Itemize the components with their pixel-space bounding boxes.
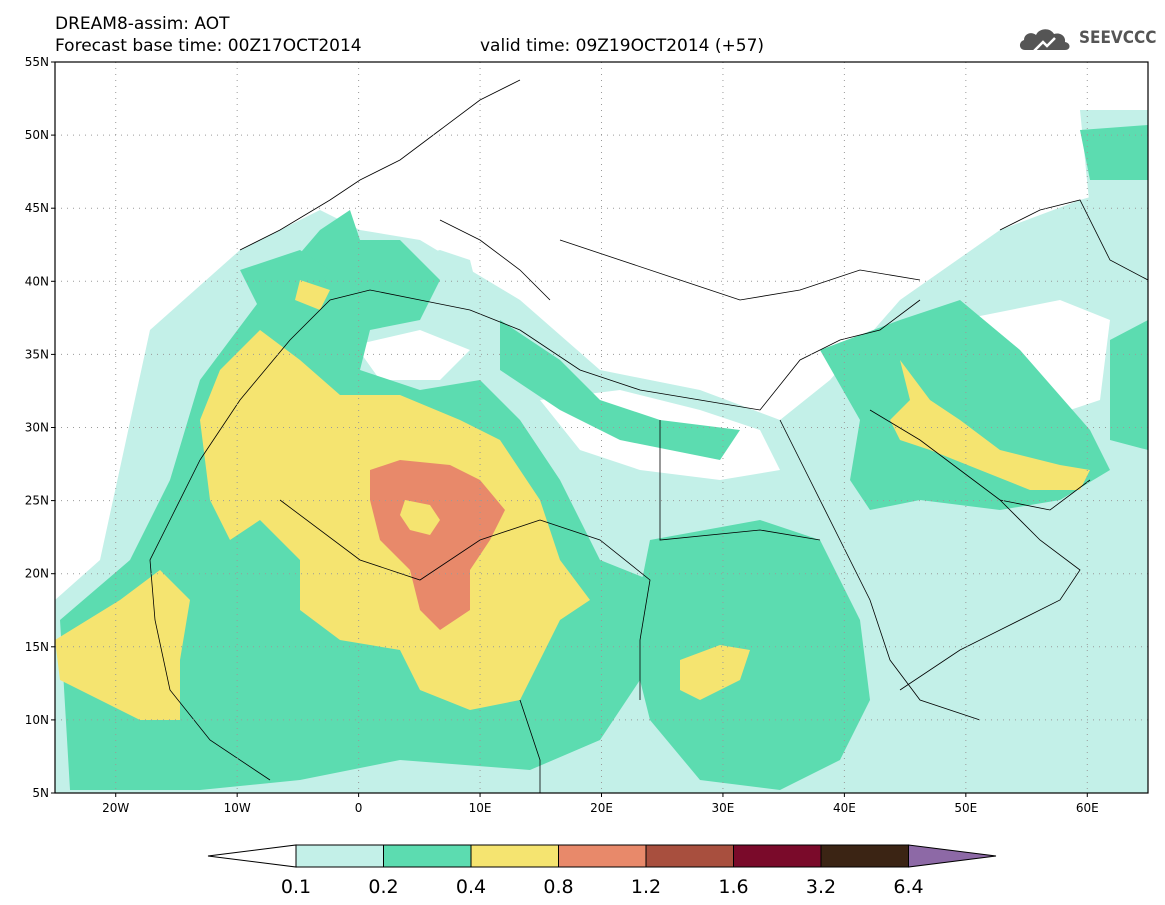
cloud-icon [1019, 29, 1070, 53]
lat-label: 20N [25, 567, 49, 581]
aot-level-0.8 [370, 460, 505, 630]
forecast-time-line: Forecast base time: 00Z17OCT2014 valid ti… [55, 36, 764, 56]
colorbar-label: 0.1 [281, 876, 311, 898]
lat-label: 15N [25, 640, 49, 654]
colorbar-label: 0.4 [456, 876, 486, 898]
lat-label: 45N [25, 201, 49, 215]
lon-label: 30E [712, 801, 735, 815]
lon-label: 20W [102, 801, 129, 815]
lat-label: 35N [25, 347, 49, 361]
colorbar-segment [733, 844, 822, 868]
colorbar-label: 1.2 [631, 876, 661, 898]
colorbar-label: 6.4 [893, 876, 923, 898]
colorbar-segment [645, 844, 734, 868]
coastlines [149, 79, 1148, 793]
lat-label: 10N [25, 713, 49, 727]
colorbar-segment [558, 844, 647, 868]
lon-label: 10W [224, 801, 251, 815]
lon-label: 50E [954, 801, 977, 815]
colorbar: 0.1 0.2 0.4 0.8 1.2 1.6 3.2 6.4 [207, 844, 997, 898]
lat-label: 5N [32, 786, 49, 800]
colorbar-label: 0.2 [368, 876, 398, 898]
colorbar-label: 1.6 [718, 876, 748, 898]
lat-label: 55N [25, 55, 49, 69]
lon-label: 20E [590, 801, 613, 815]
colorbar-segment [295, 844, 384, 868]
colorbar-segment [470, 844, 559, 868]
logo-text: SEEVCCC [1079, 28, 1157, 48]
lon-label: 0 [355, 801, 363, 815]
colorbar-segment [383, 844, 472, 868]
seevccc-logo: SEEVCCC [1017, 24, 1157, 56]
map-title: DREAM8-assim: AOT [55, 14, 230, 34]
lat-label: 40N [25, 274, 49, 288]
graticule [55, 62, 1148, 793]
valid-time: valid time: 09Z19OCT2014 (+57) [480, 36, 765, 56]
lat-label: 25N [25, 494, 49, 508]
colorbar-label: 3.2 [806, 876, 836, 898]
colorbar-label: 0.8 [543, 876, 573, 898]
lat-label: 30N [25, 421, 49, 435]
lon-label: 10E [469, 801, 492, 815]
axis-ticks: 55N 50N 45N 40N 35N 30N 25N 20N 15N 10N 5N 20W 10W 0 1… [25, 55, 1099, 815]
lat-label: 50N [25, 128, 49, 142]
forecast-base-time: Forecast base time: 00Z17OCT2014 [55, 36, 362, 56]
aot-field [55, 79, 1148, 793]
colorbar-min-arrow [207, 844, 297, 868]
lon-label: 40E [833, 801, 856, 815]
colorbar-segment [820, 844, 909, 868]
colorbar-max-arrow [908, 844, 997, 868]
lon-label: 60E [1076, 801, 1099, 815]
